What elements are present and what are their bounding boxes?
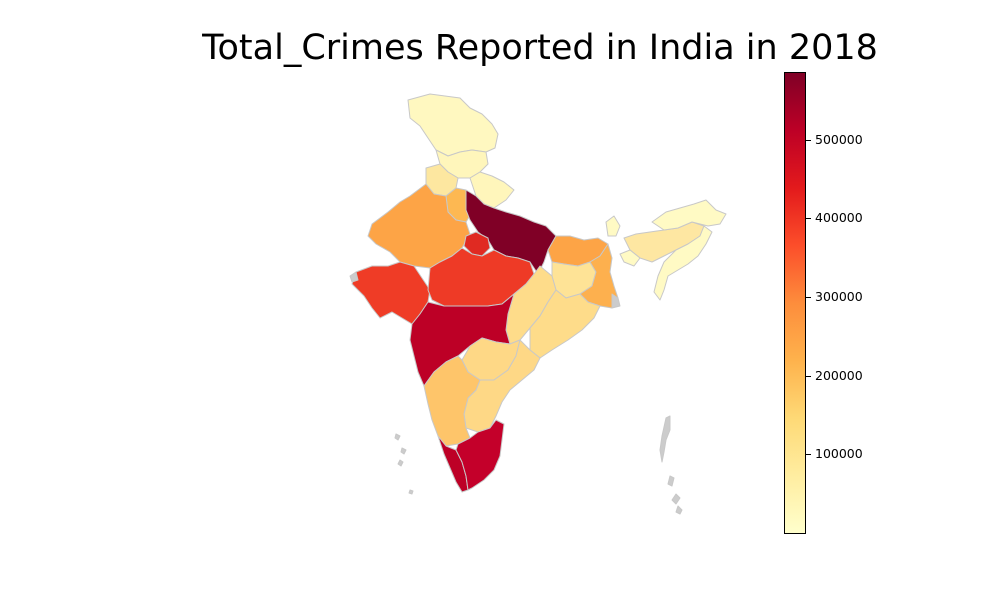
colorbar-tick-label: 300000 — [815, 289, 863, 305]
colorbar-tick — [806, 139, 811, 141]
region-tamil-nadu — [455, 419, 505, 491]
colorbar-tick-label: 200000 — [815, 367, 863, 383]
colorbar — [784, 72, 806, 534]
region-karnataka — [423, 355, 481, 447]
region-gujarat — [351, 261, 431, 325]
region-delhi — [463, 231, 491, 257]
colorbar-fill — [785, 73, 805, 533]
colorbar-tick — [806, 454, 811, 456]
colorbar-tick — [806, 375, 811, 377]
region-jammu-kashmir — [407, 93, 499, 157]
colorbar-tick-label: 400000 — [815, 210, 863, 226]
colorbar-tick — [806, 218, 811, 220]
map-title: Total_Crimes Reported in India in 2018 — [202, 28, 878, 68]
region-islands — [349, 271, 683, 515]
colorbar-tick — [806, 297, 811, 299]
region-odisha — [529, 289, 601, 359]
colorbar-tick-label: 500000 — [815, 131, 863, 147]
region-northeast-states — [605, 199, 727, 301]
colorbar-tick-label: 100000 — [815, 446, 863, 462]
